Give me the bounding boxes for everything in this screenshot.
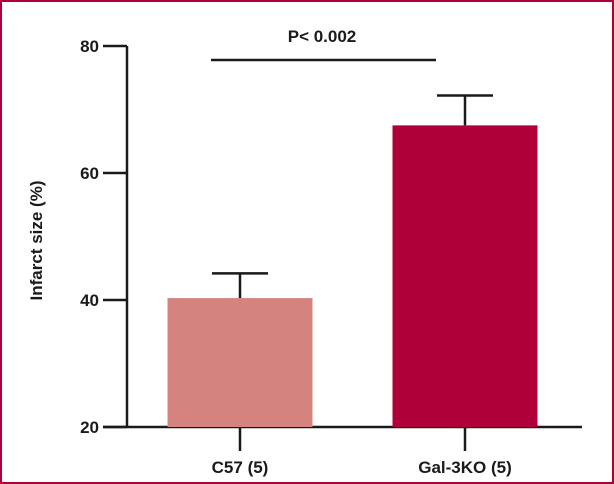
significance-label: P< 0.002 <box>288 27 357 46</box>
x-tick-label-1: Gal-3KO (5) <box>418 458 512 477</box>
bar-1 <box>392 125 538 427</box>
bars-group <box>167 125 538 427</box>
y-tick-label-20: 20 <box>80 418 99 437</box>
bar-0 <box>167 298 313 427</box>
annotation-group: P< 0.002 <box>211 27 436 62</box>
y-tick-label-80: 80 <box>80 37 99 56</box>
y-tick-label-60: 60 <box>80 164 99 183</box>
x-tick-label-0: C57 (5) <box>212 458 269 477</box>
y-tick-label-40: 40 <box>80 291 99 310</box>
error-bars-group <box>212 94 493 299</box>
y-axis-label: Infarct size (%) <box>27 181 46 301</box>
